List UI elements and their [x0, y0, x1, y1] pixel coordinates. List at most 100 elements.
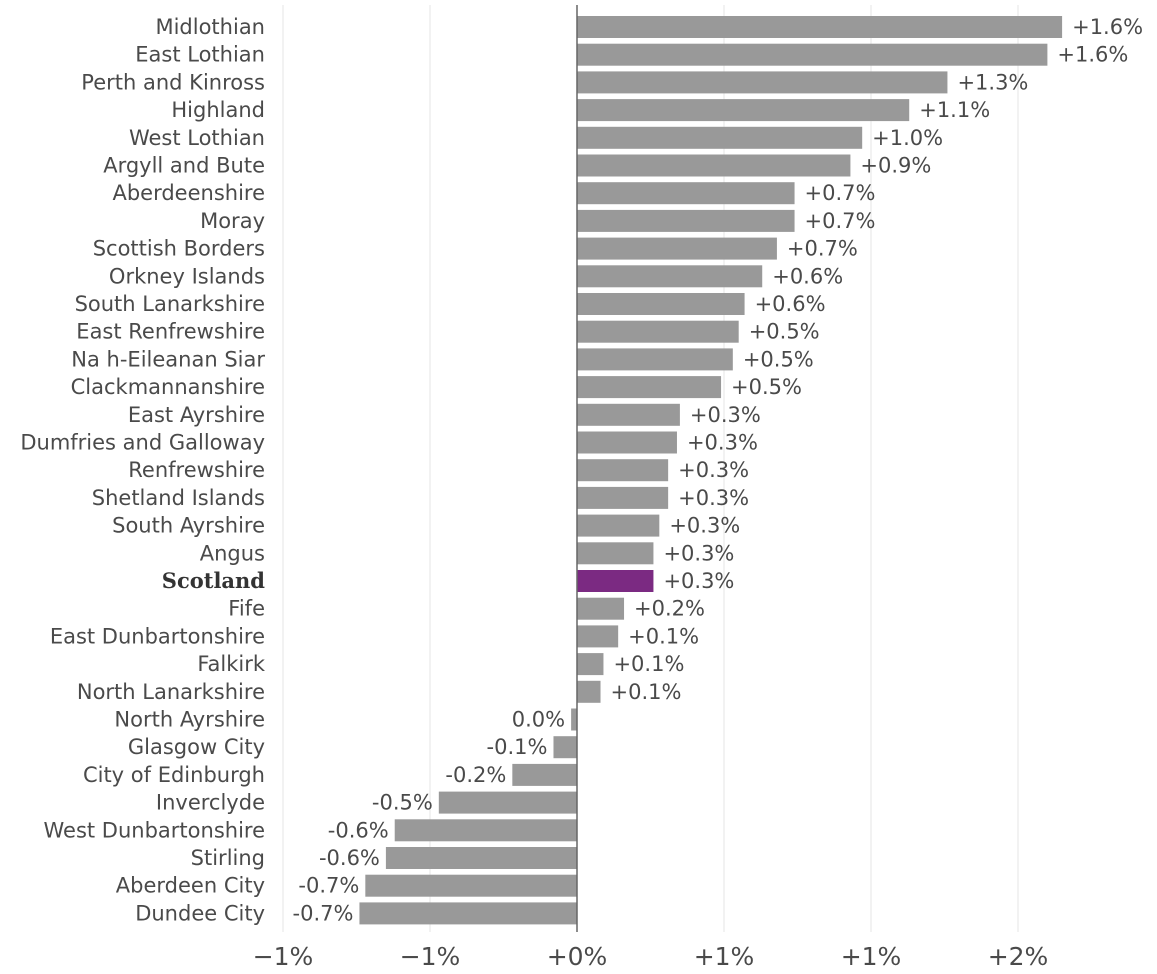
value-label: +1.1% [919, 98, 990, 122]
bar-north-ayrshire [571, 708, 577, 731]
x-tick-label: +2% [988, 942, 1049, 971]
bar-argyll-and-bute [577, 154, 851, 177]
bar-orkney-islands [577, 265, 763, 288]
value-label: -0.6% [328, 818, 389, 842]
category-label: Scottish Borders [93, 237, 265, 261]
category-label: Orkney Islands [109, 264, 265, 288]
value-label: +0.3% [687, 431, 758, 455]
value-label: +0.5% [749, 320, 820, 344]
x-tick-label: +0% [547, 942, 608, 971]
bar-glasgow-city [553, 736, 577, 759]
category-label: City of Edinburgh [83, 763, 265, 787]
bar-east-lothian [577, 43, 1048, 66]
bar-clackmannanshire [577, 376, 722, 399]
value-label: +0.5% [731, 375, 802, 399]
value-label: +0.3% [669, 514, 740, 538]
value-label: +0.3% [678, 486, 749, 510]
category-label: Clackmannanshire [71, 375, 265, 399]
category-label: West Lothian [129, 126, 265, 150]
bar-east-ayrshire [577, 403, 680, 426]
bar-na-h-eileanan-siar [577, 348, 733, 371]
category-label: Aberdeenshire [112, 181, 265, 205]
value-label: -0.7% [298, 874, 359, 898]
value-label: +0.1% [613, 652, 684, 676]
bar-south-lanarkshire [577, 293, 745, 315]
category-label: Shetland Islands [92, 486, 265, 510]
category-label: Highland [171, 98, 265, 122]
bar-west-dunbartonshire [394, 819, 577, 842]
value-label: +0.3% [678, 458, 749, 482]
bar-aberdeenshire [577, 182, 795, 205]
category-label: East Lothian [135, 43, 265, 67]
value-label: 0.0% [512, 708, 565, 732]
value-label: +0.9% [860, 154, 931, 178]
value-label: -0.7% [293, 901, 354, 925]
x-tick-label: +1% [841, 942, 902, 971]
category-label: East Renfrewshire [76, 320, 265, 344]
category-label: South Ayrshire [112, 514, 265, 538]
category-label: Dundee City [135, 901, 265, 925]
bar-stirling [385, 847, 577, 869]
bar-scotland [577, 570, 654, 592]
value-label: +0.2% [634, 597, 705, 621]
value-label: -0.1% [487, 735, 548, 759]
value-label: +0.6% [772, 264, 843, 288]
bar-fife [577, 597, 625, 620]
x-tick-label: −1% [400, 942, 461, 971]
bar-west-lothian [577, 126, 863, 149]
value-label: +0.7% [805, 181, 876, 205]
value-label: +0.6% [755, 292, 826, 316]
category-label: West Dunbartonshire [44, 818, 266, 842]
category-label: Aberdeen City [116, 874, 265, 898]
category-label: Angus [200, 541, 265, 565]
category-label: Argyll and Bute [103, 154, 265, 178]
bar-renfrewshire [577, 459, 669, 482]
category-label: Scotland [162, 568, 266, 593]
category-label: Dumfries and Galloway [20, 431, 265, 455]
bar-perth-and-kinross [577, 71, 948, 94]
category-label: Stirling [191, 846, 265, 870]
x-tick-label: +1% [694, 942, 755, 971]
bar-scottish-borders [577, 237, 777, 260]
value-label: +0.3% [663, 541, 734, 565]
bar-angus [577, 542, 654, 565]
bar-dumfries-and-galloway [577, 431, 677, 454]
category-label: Inverclyde [156, 791, 265, 815]
value-label: +1.3% [957, 70, 1028, 94]
category-label: Midlothian [155, 15, 265, 39]
category-label: Fife [228, 597, 265, 621]
bar-moray [577, 209, 795, 232]
category-label: Glasgow City [128, 735, 265, 759]
x-axis-ticks: −1% −1% +0% +1% +1% +2% [253, 942, 1049, 971]
value-label: -0.6% [319, 846, 380, 870]
bar-highland [577, 99, 910, 122]
bar-inverclyde [438, 791, 577, 814]
value-labels: +1.6% +1.6% +1.3% +1.1% +1.0% +0.9% +0.7% +0.7%… [293, 15, 1144, 925]
bar-midlothian [577, 16, 1063, 38]
bar-east-dunbartonshire [577, 625, 619, 648]
category-label: Moray [200, 209, 265, 233]
category-label: Falkirk [197, 652, 265, 676]
category-label: Na h-Eileanan Siar [71, 347, 265, 371]
category-label: North Ayrshire [114, 708, 265, 732]
value-label: +0.7% [787, 237, 858, 261]
category-label: North Lanarkshire [77, 680, 265, 704]
category-labels: Midlothian East Lothian Perth and Kinross H… [20, 15, 265, 925]
bar-aberdeen-city [365, 874, 577, 897]
x-tick-label: −1% [253, 942, 314, 971]
category-label: East Dunbartonshire [50, 624, 265, 648]
value-label: +0.3% [663, 569, 734, 593]
bar-south-ayrshire [577, 514, 660, 537]
value-label: +1.6% [1057, 43, 1128, 67]
value-label: -0.2% [445, 763, 506, 787]
bar-dundee-city [359, 902, 577, 925]
category-label: Renfrewshire [128, 458, 265, 482]
value-label: +0.7% [805, 209, 876, 233]
value-label: +0.1% [611, 680, 682, 704]
bar-north-lanarkshire [577, 680, 601, 703]
bar-city-of-edinburgh [512, 763, 577, 786]
value-label: -0.5% [372, 791, 433, 815]
bar-shetland-islands [577, 486, 669, 509]
category-label: South Lanarkshire [75, 292, 265, 316]
